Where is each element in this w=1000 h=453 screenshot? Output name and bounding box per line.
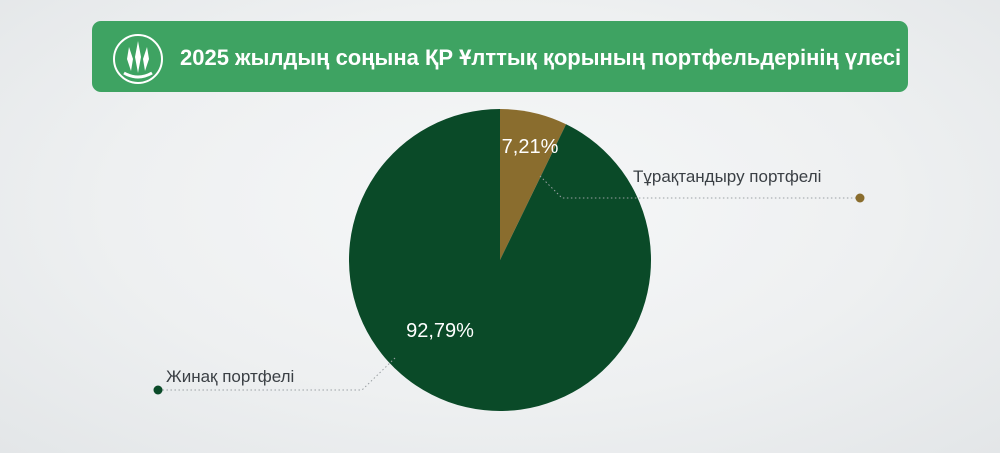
leader-line-1: [160, 357, 396, 391]
legend-marker-0: [855, 193, 865, 203]
data-label-1: 92,79%: [406, 320, 474, 342]
national-fund-emblem-icon: [113, 34, 163, 84]
category-label-1: Жинақ портфелі: [166, 367, 294, 386]
legend-marker-1: [153, 385, 163, 395]
title-banner: [92, 21, 908, 92]
data-label-0: 7,21%: [502, 136, 559, 158]
pie-slice-1: [349, 108, 651, 411]
pie-slice-0: [500, 109, 567, 260]
chart-title: 2025 жылдың соңына ҚР Ұлттық қорының пор…: [180, 45, 902, 70]
leader-line-0: [539, 175, 858, 199]
category-label-0: Тұрақтандыру портфелі: [633, 167, 821, 186]
